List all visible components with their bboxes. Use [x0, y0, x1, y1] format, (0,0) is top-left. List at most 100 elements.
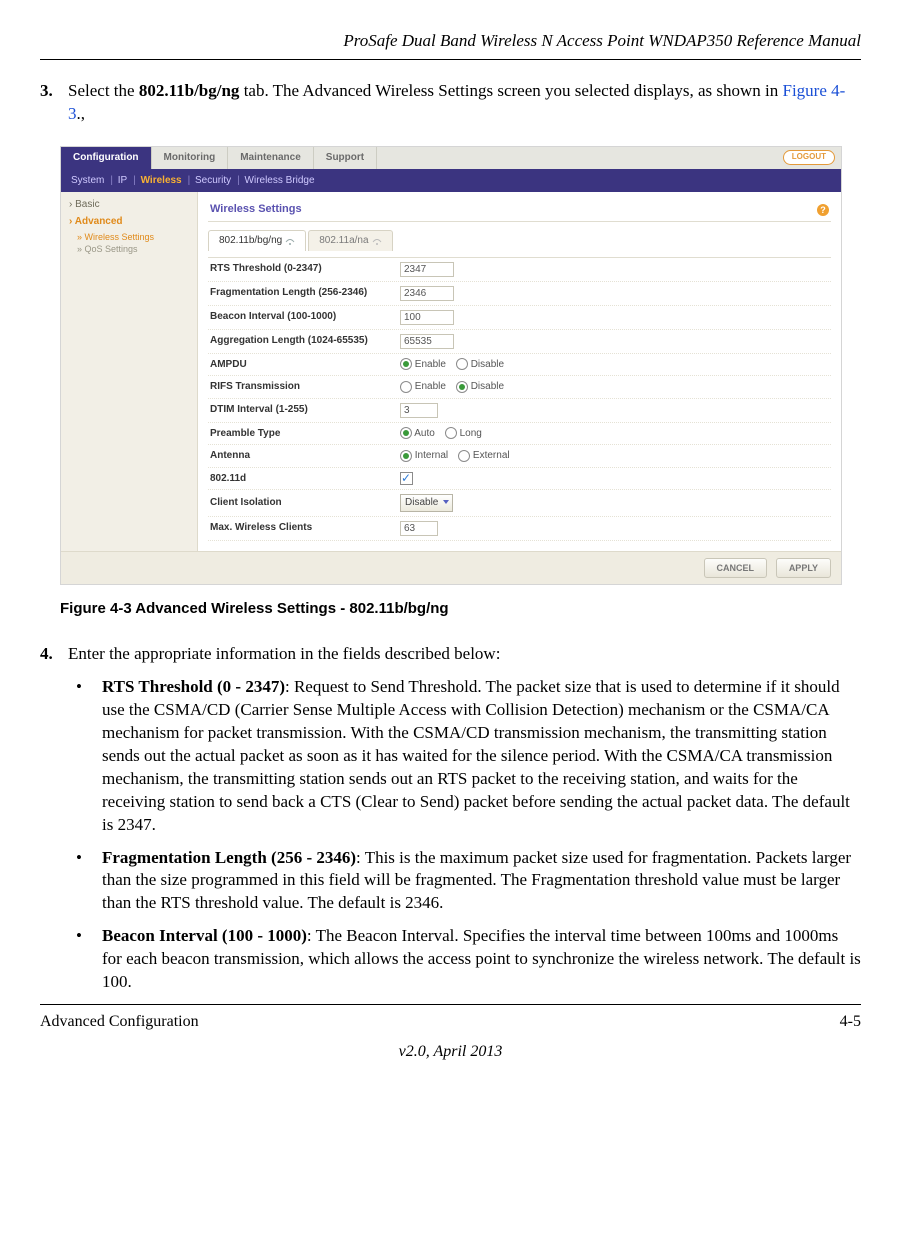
subtab-80211ana[interactable]: 802.11a/na [308, 230, 392, 251]
input-max-clients[interactable] [400, 521, 438, 536]
step-body: Enter the appropriate information in the… [68, 643, 861, 666]
label-max-clients: Max. Wireless Clients [210, 521, 400, 535]
subnav-wireless[interactable]: Wireless [141, 175, 182, 186]
row-frag: Fragmentation Length (256-2346) [208, 282, 831, 306]
sidebar-item-advanced[interactable]: › Advanced [69, 215, 189, 229]
radio-antenna-external[interactable] [458, 450, 470, 462]
wifi-icon [285, 237, 295, 245]
button-bar: CANCEL APPLY [61, 551, 841, 584]
tab-configuration[interactable]: Configuration [61, 147, 152, 169]
label-beacon: Beacon Interval (100-1000) [210, 310, 400, 324]
rule-top [40, 59, 861, 60]
label-frag: Fragmentation Length (256-2346) [210, 286, 400, 300]
row-rts: RTS Threshold (0-2347) [208, 258, 831, 282]
step-4: 4. Enter the appropriate information in … [40, 643, 861, 666]
panel-title-bar: Wireless Settings ? [208, 198, 831, 222]
sidebar-sub-wireless-settings[interactable]: » Wireless Settings [77, 231, 189, 243]
checkbox-80211d[interactable] [400, 472, 413, 485]
row-rifs: RIFS Transmission Enable Disable [208, 376, 831, 399]
input-rts[interactable] [400, 262, 454, 277]
subtab-label: 802.11b/bg/ng [219, 234, 282, 248]
subnav-wireless-bridge[interactable]: Wireless Bridge [245, 175, 315, 186]
row-agg: Aggregation Length (1024-65535) [208, 330, 831, 354]
radio-antenna-internal[interactable] [400, 450, 412, 462]
panel-title: Wireless Settings [210, 202, 302, 217]
text: Select the [68, 81, 139, 100]
bullet-body: RTS Threshold (0 - 2347): Request to Sen… [102, 676, 861, 837]
tab-maintenance[interactable]: Maintenance [228, 147, 314, 169]
input-frag[interactable] [400, 286, 454, 301]
input-beacon[interactable] [400, 310, 454, 325]
row-client-isolation: Client Isolation Disable [208, 490, 831, 517]
radiolabel: Enable [415, 381, 446, 392]
label-80211d: 802.11d [210, 472, 400, 486]
select-client-isolation[interactable]: Disable [400, 494, 453, 512]
step-body: Select the 802.11b/bg/ng tab. The Advanc… [68, 80, 861, 126]
bullet-marker: • [76, 925, 102, 994]
row-antenna: Antenna Internal External [208, 445, 831, 468]
tab-monitoring[interactable]: Monitoring [152, 147, 229, 169]
label-antenna: Antenna [210, 449, 400, 463]
bullet-marker: • [76, 676, 102, 837]
radio-ampdu-enable[interactable] [400, 358, 412, 370]
radio-ampdu-disable[interactable] [456, 358, 468, 370]
sidebar-label: Basic [75, 199, 99, 210]
radio-rifs-disable[interactable] [456, 381, 468, 393]
term: Fragmentation Length (256 - 2346) [102, 848, 356, 867]
cancel-button[interactable]: CANCEL [704, 558, 768, 578]
text: ., [77, 104, 86, 123]
radiolabel: Internal [415, 450, 448, 461]
footer: Advanced Configuration 4-5 [40, 1011, 861, 1033]
row-80211d: 802.11d [208, 468, 831, 491]
apply-button[interactable]: APPLY [776, 558, 831, 578]
bullet-rts: • RTS Threshold (0 - 2347): Request to S… [76, 676, 861, 837]
label-rts: RTS Threshold (0-2347) [210, 262, 400, 276]
rule-bottom [40, 1004, 861, 1005]
radio-preamble-auto[interactable] [400, 427, 412, 439]
radiolabel: Auto [414, 428, 435, 439]
input-agg[interactable] [400, 334, 454, 349]
label-rifs: RIFS Transmission [210, 380, 400, 394]
separator: | [110, 175, 113, 186]
sub-nav: System| IP| Wireless| Security| Wireless… [61, 169, 841, 193]
doc-version: v2.0, April 2013 [40, 1041, 861, 1063]
subtab-label: 802.11a/na [319, 234, 368, 248]
figure-4-3: Configuration Monitoring Maintenance Sup… [60, 146, 861, 585]
sidebar: › Basic › Advanced » Wireless Settings »… [61, 192, 198, 550]
step-3: 3. Select the 802.11b/bg/ng tab. The Adv… [40, 80, 861, 126]
subnav-system[interactable]: System [71, 175, 104, 186]
separator: | [188, 175, 191, 186]
radiolabel: External [473, 450, 510, 461]
bullet-marker: • [76, 847, 102, 916]
term: RTS Threshold (0 - 2347) [102, 677, 285, 696]
label-client-isolation: Client Isolation [210, 496, 400, 510]
main-area: › Basic › Advanced » Wireless Settings »… [61, 192, 841, 550]
content-panel: Wireless Settings ? 802.11b/bg/ng 802.11… [198, 192, 841, 550]
router-ui-screenshot: Configuration Monitoring Maintenance Sup… [60, 146, 842, 585]
text: tab. The Advanced Wireless Settings scre… [239, 81, 782, 100]
top-nav: Configuration Monitoring Maintenance Sup… [61, 147, 841, 169]
row-ampdu: AMPDU Enable Disable [208, 354, 831, 377]
sidebar-label: Wireless Settings [85, 232, 155, 242]
label-preamble: Preamble Type [210, 427, 400, 441]
sidebar-label: Advanced [75, 216, 123, 227]
sidebar-sub-qos[interactable]: » QoS Settings [77, 243, 189, 255]
term: Beacon Interval (100 - 1000) [102, 926, 307, 945]
bullet-frag: • Fragmentation Length (256 - 2346): Thi… [76, 847, 861, 916]
radio-preamble-long[interactable] [445, 427, 457, 439]
logout-button[interactable]: LOGOUT [783, 150, 835, 165]
subnav-security[interactable]: Security [195, 175, 231, 186]
bullet-body: Fragmentation Length (256 - 2346): This … [102, 847, 861, 916]
sidebar-item-basic[interactable]: › Basic [69, 198, 189, 212]
step-number: 4. [40, 643, 68, 666]
separator: | [133, 175, 136, 186]
subtab-80211bgng[interactable]: 802.11b/bg/ng [208, 230, 306, 251]
subnav-ip[interactable]: IP [118, 175, 127, 186]
footer-page: 4-5 [840, 1011, 861, 1033]
tab-support[interactable]: Support [314, 147, 377, 169]
radio-rifs-enable[interactable] [400, 381, 412, 393]
radiolabel: Disable [471, 359, 504, 370]
desc: : Request to Send Threshold. The packet … [102, 677, 850, 834]
help-icon[interactable]: ? [817, 204, 829, 216]
input-dtim[interactable] [400, 403, 438, 418]
